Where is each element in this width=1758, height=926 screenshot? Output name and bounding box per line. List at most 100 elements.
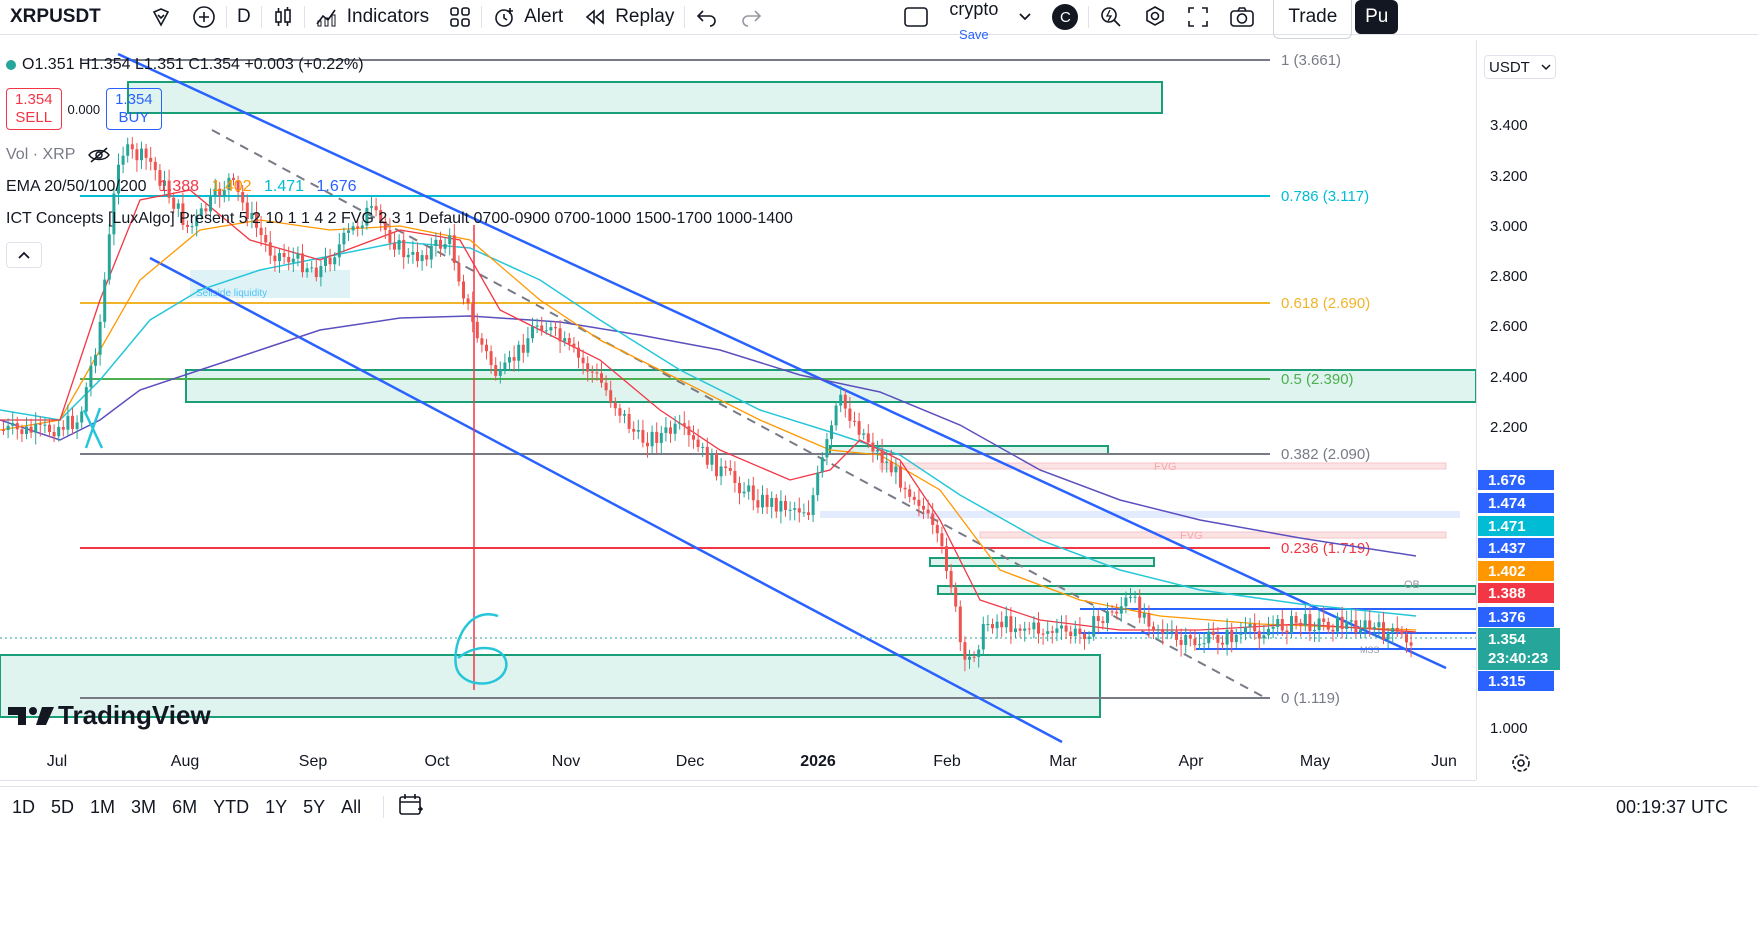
- candle-body: [43, 424, 47, 426]
- candle-body: [195, 215, 199, 227]
- volume-indicator-row[interactable]: Vol · XRP: [6, 146, 111, 164]
- range-all[interactable]: All: [341, 796, 362, 817]
- compare-symbol-icon[interactable]: [140, 0, 182, 34]
- symbol-search[interactable]: XRPUSDT: [0, 0, 140, 34]
- candle-body: [379, 210, 383, 222]
- buy-button[interactable]: 1.354 BUY: [106, 88, 162, 130]
- candle-body: [236, 180, 240, 193]
- buy-price: 1.354: [115, 91, 153, 108]
- candle-body: [1133, 596, 1137, 598]
- candle-body: [1198, 644, 1201, 646]
- sellside-liquidity-label: Sellside liquidity: [196, 288, 267, 299]
- interval-button[interactable]: D: [227, 0, 261, 34]
- candle-body: [1138, 596, 1142, 618]
- indicators-button[interactable]: Indicators: [305, 0, 439, 34]
- layout-name-button[interactable]: crypto Save: [939, 0, 1008, 41]
- go-to-date-calendar-icon[interactable]: [398, 793, 424, 822]
- price-chart[interactable]: 1 (3.661) 0.786 (3.117) 0.618 (2.690) 0.…: [0, 40, 1476, 780]
- candle-body: [719, 466, 723, 477]
- candle-body: [563, 338, 567, 342]
- candle-body: [498, 369, 502, 376]
- user-avatar-button[interactable]: C: [1042, 0, 1088, 34]
- price-scale[interactable]: [1476, 40, 1758, 780]
- chart-legend: O1.351 H1.354 L1.351 C1.354 +0.003 (+0.2…: [6, 56, 364, 74]
- range-5d[interactable]: 5D: [51, 796, 75, 817]
- candle-body: [765, 494, 769, 507]
- candle-body: [1271, 626, 1275, 629]
- ema-indicator-row[interactable]: EMA 20/50/100/200 1.388 1.402 1.471 1.67…: [6, 178, 357, 196]
- candle-body: [57, 426, 61, 437]
- candle-body: [820, 457, 824, 473]
- candle-body: [167, 180, 171, 198]
- replay-button[interactable]: Replay: [573, 0, 684, 34]
- candle-body: [452, 235, 456, 263]
- ict-label: ICT Concepts [LuxAlgo] Present 5 2 10 1 …: [6, 210, 793, 227]
- redo-icon[interactable]: [729, 0, 773, 34]
- collapse-legend-button[interactable]: [6, 242, 42, 268]
- range-5y[interactable]: 5Y: [303, 796, 326, 817]
- candle-body: [862, 433, 866, 435]
- price-tick: 2.600: [1490, 318, 1528, 335]
- chevron-up-icon: [18, 251, 30, 259]
- range-1m[interactable]: 1M: [90, 796, 116, 817]
- alert-label: Alert: [524, 6, 564, 27]
- candle-body: [356, 226, 360, 229]
- candle-body: [1276, 618, 1280, 627]
- candle-body: [250, 212, 254, 219]
- currency-select[interactable]: USDT: [1484, 55, 1556, 79]
- hidden-eye-icon[interactable]: [87, 146, 111, 164]
- candle-body: [213, 188, 217, 197]
- candle-body: [1313, 630, 1316, 632]
- trade-button[interactable]: Trade: [1273, 0, 1353, 39]
- candle-style-icon[interactable]: [262, 0, 304, 34]
- settings-gear-icon[interactable]: [1133, 0, 1177, 34]
- candle-body: [1257, 631, 1261, 639]
- templates-grid-icon[interactable]: [439, 0, 481, 34]
- candle-body: [20, 429, 24, 434]
- candle-body: [931, 513, 935, 525]
- candle-body: [1014, 628, 1017, 633]
- candle-body: [153, 161, 157, 171]
- candle-body: [954, 587, 958, 607]
- candle-body: [434, 239, 438, 246]
- candle-body: [1037, 622, 1040, 634]
- candle-body: [1349, 620, 1353, 622]
- ema-50-line: [0, 219, 1417, 631]
- publish-button[interactable]: Pu: [1355, 0, 1399, 34]
- axis-settings-gear-icon[interactable]: [1510, 752, 1532, 779]
- candle-body: [655, 431, 659, 443]
- range-1y[interactable]: 1Y: [265, 796, 288, 817]
- candle-body: [48, 424, 51, 433]
- quick-search-icon[interactable]: [1089, 0, 1133, 34]
- time-axis[interactable]: [0, 780, 1476, 781]
- range-3m[interactable]: 3M: [131, 796, 157, 817]
- range-1d[interactable]: 1D: [12, 796, 36, 817]
- utc-clock[interactable]: 00:19:37 UTC: [1615, 797, 1728, 817]
- candle-body: [342, 232, 346, 245]
- candle-body: [163, 180, 166, 186]
- candle-body: [526, 338, 530, 353]
- fib-label-0618: 0.618 (2.690): [1281, 295, 1370, 312]
- candle-body: [1221, 642, 1224, 645]
- ict-indicator-row[interactable]: ICT Concepts [LuxAlgo] Present 5 2 10 1 …: [6, 210, 793, 228]
- fullscreen-icon[interactable]: [1177, 0, 1219, 34]
- candle-body: [337, 244, 341, 258]
- undo-icon[interactable]: [685, 0, 729, 34]
- range-ytd[interactable]: YTD: [213, 796, 250, 817]
- add-symbol-icon[interactable]: [182, 0, 226, 34]
- toolbar-divider: [1088, 6, 1090, 28]
- price-badge: 1.376: [1478, 607, 1554, 627]
- camera-icon[interactable]: [1219, 0, 1265, 34]
- candle-body: [586, 363, 590, 372]
- time-tick: Aug: [170, 753, 200, 770]
- candle-body: [1124, 597, 1128, 607]
- range-6m[interactable]: 6M: [172, 796, 198, 817]
- time-tick-year: 2026: [800, 753, 836, 770]
- candle-body: [1253, 623, 1257, 632]
- layout-select-icon[interactable]: [893, 0, 939, 34]
- candle-body: [880, 450, 884, 463]
- candle-body: [388, 229, 392, 243]
- chevron-down-icon[interactable]: [1008, 0, 1042, 34]
- sell-button[interactable]: 1.354 SELL: [6, 88, 62, 130]
- alert-button[interactable]: Alert: [482, 0, 573, 34]
